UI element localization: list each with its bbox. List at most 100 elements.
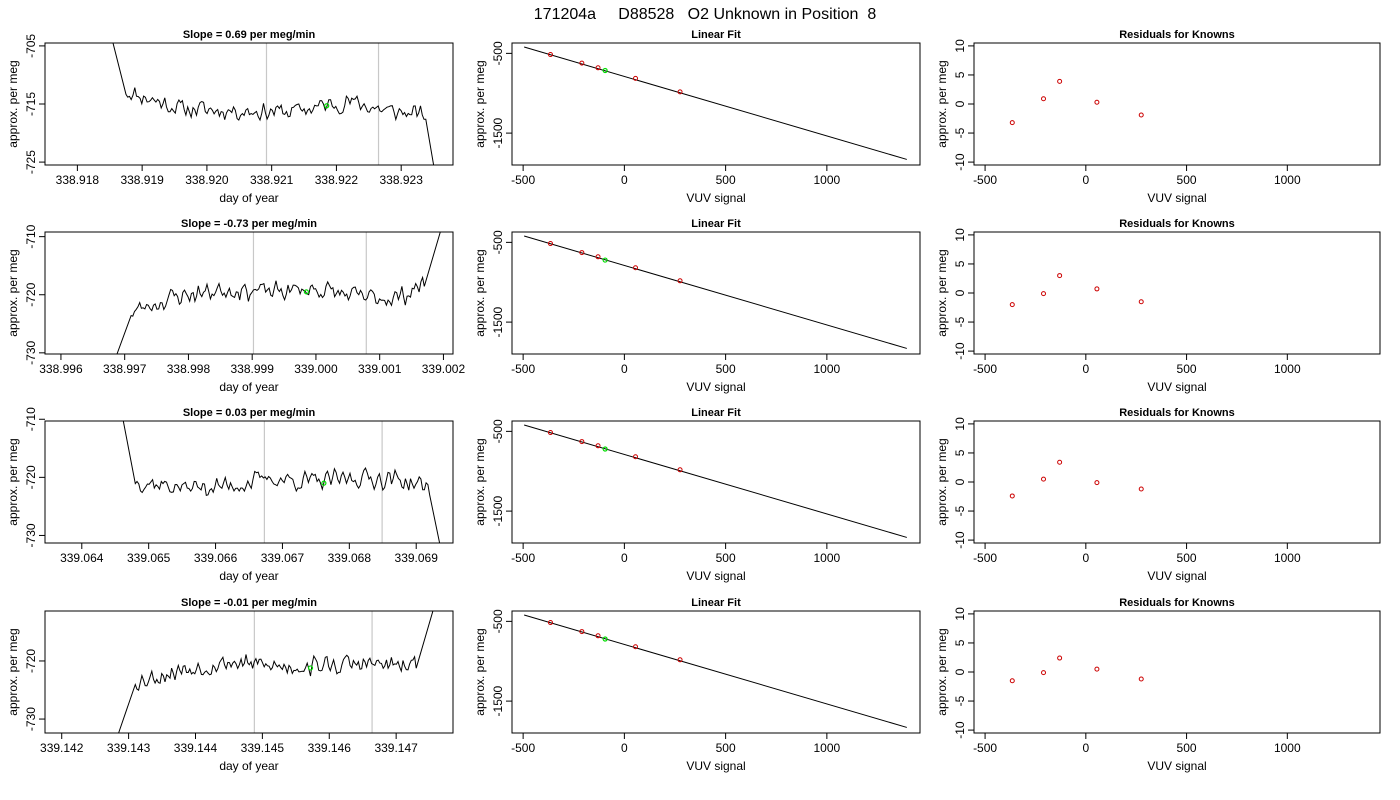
x-tick-label: -500 [511, 173, 535, 187]
x-axis-label: VUV signal [686, 191, 745, 205]
known-point [677, 89, 683, 95]
y-tick-label: -720 [24, 465, 38, 489]
panel-title: Slope = 0.03 per meg/min [183, 407, 316, 419]
x-tick-label: -500 [511, 551, 535, 565]
known-point [677, 467, 683, 473]
unknown-point [321, 480, 327, 486]
x-tick-label: 339.142 [40, 741, 84, 755]
y-tick-label: -5 [953, 127, 967, 138]
y-tick-label: -10 [953, 721, 967, 739]
plot-area [112, 43, 435, 165]
y-axis-label: approx. per meg [473, 628, 487, 715]
x-tick-label: 339.065 [127, 551, 171, 565]
panel-time-series-row-2: Slope = -0.73 per meg/min 338.996 338.997 3… [6, 218, 465, 394]
x-tick-label: 0 [621, 362, 628, 376]
plot-area [116, 232, 441, 354]
known-point [547, 52, 553, 58]
plot-frame [973, 610, 1381, 734]
y-tick-label: -705 [24, 34, 38, 58]
x-tick-label: -500 [973, 741, 997, 755]
x-tick-label: 338.918 [56, 173, 100, 187]
y-tick-label: -730 [24, 341, 38, 365]
x-tick-label: 0 [1082, 741, 1089, 755]
x-axis-label: day of year [219, 380, 278, 394]
panel-title: Linear Fit [691, 407, 741, 419]
y-tick-label: -720 [24, 649, 38, 673]
unknown-point [303, 289, 309, 295]
y-tick-label: -5 [953, 316, 967, 327]
x-tick-label: 1000 [1274, 362, 1301, 376]
x-tick-label: 338.920 [185, 173, 229, 187]
x-tick-label: 339.069 [395, 551, 439, 565]
x-tick-label: 1000 [814, 362, 841, 376]
x-tick-label: 338.996 [39, 362, 83, 376]
y-tick-label: 0 [953, 100, 967, 107]
known-point [1138, 299, 1144, 305]
x-tick-label: 0 [621, 551, 628, 565]
y-tick-label: -5 [953, 505, 967, 516]
plot-frame [511, 420, 921, 544]
y-tick-label: 5 [953, 639, 967, 646]
panel-residuals-row-2: Residuals for Knowns -500 0 500 1000 10 5 0 -5 -1… [935, 218, 1381, 394]
y-tick-label: -730 [24, 523, 38, 547]
panel-linear-fit-row-2: Linear Fit -500 0 500 1000 -500 -1500 VUV signa… [473, 218, 921, 394]
fit-line [524, 46, 907, 160]
y-tick-label: -725 [24, 150, 38, 174]
y-axis-label: approx. per meg [6, 249, 20, 336]
y-axis-label: approx. per meg [6, 60, 20, 147]
known-point [1057, 655, 1063, 661]
plot-frame [511, 231, 921, 355]
y-axis-label: approx. per meg [935, 249, 949, 336]
known-point [1138, 486, 1144, 492]
x-tick-label: 339.146 [308, 741, 352, 755]
x-tick-label: 339.143 [107, 741, 151, 755]
y-tick-label: -500 [491, 41, 505, 65]
x-axis-label: VUV signal [686, 569, 745, 583]
known-point [579, 629, 585, 635]
signal-trace [116, 232, 441, 354]
y-tick-label: 10 [953, 417, 967, 431]
known-point [579, 60, 585, 66]
panel-residuals-row-3: Residuals for Knowns -500 0 500 1000 10 5 0 -5 -1… [935, 407, 1381, 583]
panel-linear-fit-row-3: Linear Fit -500 0 500 1000 -500 -1500 VUV signa… [473, 407, 921, 583]
plot-frame [973, 231, 1381, 355]
known-point [595, 254, 601, 260]
x-tick-label: 500 [1177, 741, 1197, 755]
y-tick-label: 0 [953, 478, 967, 485]
x-axis-label: VUV signal [1147, 569, 1206, 583]
plot-area [1009, 655, 1144, 684]
plot-frame [973, 42, 1381, 166]
panel-title: Linear Fit [691, 218, 741, 230]
x-tick-label: -500 [973, 551, 997, 565]
known-point [1009, 120, 1015, 126]
panel-title: Slope = -0.01 per meg/min [181, 597, 317, 609]
x-tick-label: 338.922 [315, 173, 359, 187]
x-tick-label: 338.923 [379, 173, 423, 187]
known-point [1041, 476, 1047, 482]
fit-line [524, 235, 907, 349]
x-tick-label: 338.997 [103, 362, 147, 376]
x-tick-label: 500 [1177, 362, 1197, 376]
x-tick-label: 1000 [1274, 173, 1301, 187]
panel-linear-fit-row-4: Linear Fit -500 0 500 1000 -500 -1500 VUV signa… [473, 597, 921, 773]
y-tick-label: 5 [953, 449, 967, 456]
known-point [595, 633, 601, 639]
y-tick-label: -1500 [491, 306, 505, 337]
y-tick-label: -1500 [491, 685, 505, 716]
x-tick-label: 500 [716, 362, 736, 376]
plot-area [524, 235, 907, 349]
known-point [579, 439, 585, 445]
x-tick-label: -500 [973, 173, 997, 187]
unknown-point [602, 257, 608, 263]
plot-frame [44, 42, 454, 166]
known-point [579, 250, 585, 256]
unknown-point [602, 446, 608, 452]
x-axis-label: day of year [219, 759, 278, 773]
x-tick-label: 1000 [814, 551, 841, 565]
known-point [1009, 493, 1015, 499]
plot-frame [44, 610, 454, 734]
known-point [1041, 670, 1047, 676]
plot-frame [511, 42, 921, 166]
y-tick-label: 0 [953, 668, 967, 675]
x-tick-label: -500 [511, 741, 535, 755]
